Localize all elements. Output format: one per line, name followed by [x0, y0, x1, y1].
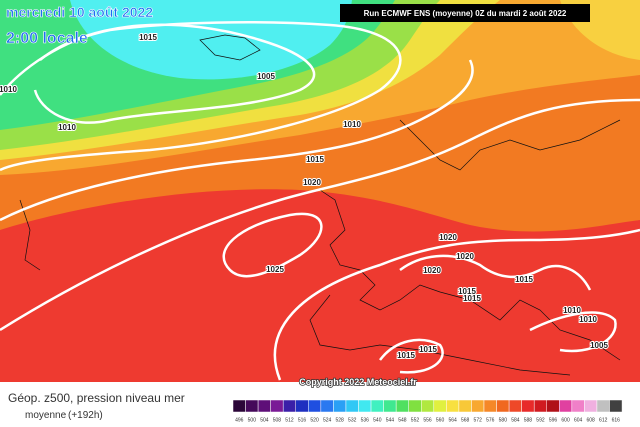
colorbar-label: 608 [587, 417, 596, 423]
color-swatch [496, 399, 510, 413]
isobar-label: 1020 [303, 178, 321, 187]
color-swatch [308, 399, 322, 413]
color-swatch [433, 399, 447, 413]
color-swatch [596, 399, 610, 413]
isobar-label: 1015 [397, 351, 415, 360]
color-swatch [257, 399, 271, 413]
color-swatch [458, 399, 472, 413]
isobar-label: 1005 [590, 341, 608, 350]
color-swatch [282, 399, 297, 413]
colorbar-label: 500 [248, 417, 257, 423]
colorbar-label: 540 [373, 417, 382, 423]
colorbar-label: 568 [461, 417, 470, 423]
color-swatch [383, 399, 397, 413]
color-swatch [446, 399, 460, 413]
colorbar-label: 572 [474, 417, 483, 423]
color-swatch [232, 399, 246, 413]
color-swatch [521, 399, 535, 413]
colorbar-label: 496 [235, 417, 244, 423]
color-swatch [421, 399, 435, 413]
colorbar-label: 544 [386, 417, 395, 423]
color-swatch [333, 399, 347, 413]
color-swatch [395, 399, 409, 413]
colorbar-label: 600 [561, 417, 570, 423]
colorbar: 496 500 504 508 512 516 520 524 528 532 536 540 544 5… [232, 399, 623, 423]
color-swatch [370, 399, 384, 413]
colorbar-label: 508 [273, 417, 282, 423]
color-swatch [571, 399, 585, 413]
valid-time: 2:00 locale [6, 30, 88, 47]
colorbar-label: 592 [536, 417, 545, 423]
footer-lead: (+192h) [68, 410, 103, 421]
isobar-label: 1010 [563, 306, 581, 315]
colorbar-label: 576 [486, 417, 495, 423]
isobar-label: 1015 [458, 287, 476, 296]
colorbar-label: 552 [411, 417, 420, 423]
color-swatch [270, 399, 284, 413]
color-swatch [559, 399, 573, 413]
isobar-label: 1005 [257, 72, 275, 81]
color-swatch [320, 399, 334, 413]
colorbar-label: 504 [260, 417, 269, 423]
isobar-label: 1010 [58, 123, 76, 132]
color-swatch [483, 399, 497, 413]
isobar-label: 1015 [463, 294, 481, 303]
color-swatch [295, 399, 309, 413]
footer-subtitle: moyenne [25, 410, 67, 421]
colorbar-label: 520 [310, 417, 319, 423]
isobar-label: 1020 [423, 266, 441, 275]
isobar-label: 1010 [0, 85, 17, 94]
colorbar-label: 536 [361, 417, 370, 423]
isobar-label: 1015 [419, 345, 437, 354]
run-box [340, 4, 590, 22]
colorbar-label: 564 [448, 417, 457, 423]
isobar-label: 1025 [266, 265, 284, 274]
color-swatch [584, 399, 598, 413]
color-swatch [471, 399, 485, 413]
colorbar-label: 532 [348, 417, 357, 423]
run-info: Run ECMWF ENS (moyenne) 0Z du mardi 2 ao… [364, 9, 567, 18]
color-swatch [245, 399, 259, 413]
colorbar-label: 616 [612, 417, 621, 423]
color-swatch [533, 399, 548, 413]
isobar-label: 1020 [456, 252, 474, 261]
color-swatch [546, 399, 560, 413]
color-swatch [345, 399, 359, 413]
color-swatch [358, 399, 372, 413]
valid-date: mercredi 10 août 2022 [6, 4, 153, 20]
colorbar-label: 556 [423, 417, 432, 423]
colorbar-label: 596 [549, 417, 558, 423]
copyright: Copyright 2022 Meteociel.fr [299, 377, 417, 387]
colorbar-label: 512 [285, 417, 294, 423]
colorbar-label: 548 [398, 417, 407, 423]
isobar-label: 1010 [579, 315, 597, 324]
isobar-label: 1015 [139, 33, 157, 42]
isobar-label: 1015 [515, 275, 533, 284]
colorbar-label: 580 [499, 417, 508, 423]
colorbar-label: 588 [524, 417, 533, 423]
colorbar-label: 584 [511, 417, 520, 423]
colorbar-label: 516 [298, 417, 307, 423]
coastlines [19, 34, 621, 376]
isobars [0, 21, 640, 381]
cyan-field [70, 0, 352, 80]
color-swatch [508, 399, 522, 413]
isobar-label: 1020 [439, 233, 457, 242]
colorbar-label: 560 [436, 417, 445, 423]
colorbar-label: 604 [574, 417, 583, 423]
colorbar-label: 524 [323, 417, 332, 423]
isobar-label: 1015 [306, 155, 324, 164]
colorbar-label: 528 [336, 417, 345, 423]
color-swatch [408, 399, 422, 413]
footer-title: Géop. z500, pression niveau mer [8, 391, 185, 405]
isobar-label: 1010 [343, 120, 361, 129]
colorbar-label: 612 [599, 417, 608, 423]
color-swatch [609, 399, 623, 413]
